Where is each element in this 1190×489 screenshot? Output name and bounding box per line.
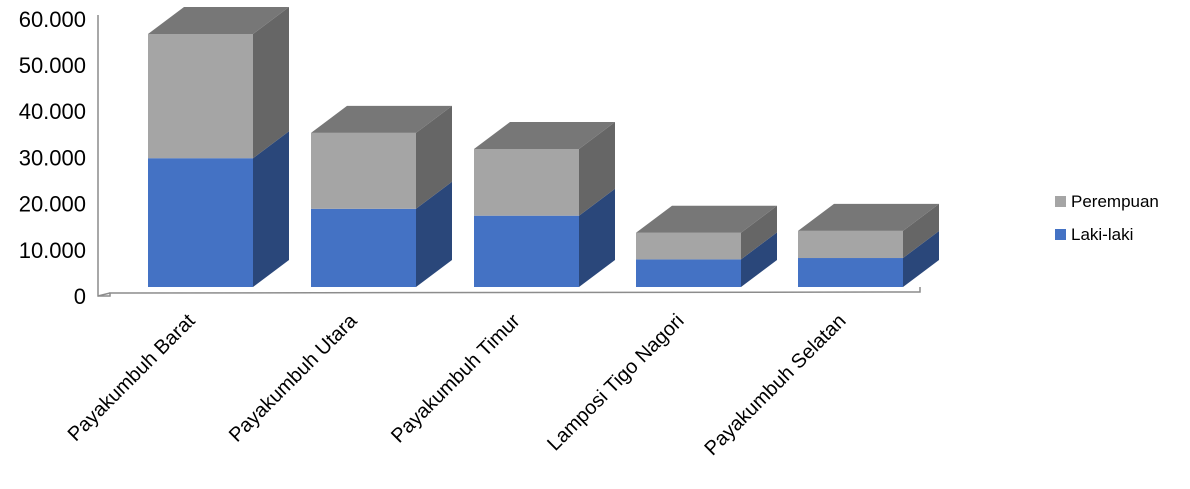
category-label: Lamposi Tigo Nagori	[543, 310, 688, 455]
bars	[148, 7, 939, 287]
bar-stack	[636, 205, 777, 287]
bar-segment-side	[579, 122, 615, 216]
bar-segment-front	[311, 132, 416, 209]
bar-segment-front	[148, 34, 253, 159]
category-label: Payakumbuh Barat	[64, 310, 200, 446]
category-label: Payakumbuh Timur	[387, 310, 525, 448]
y-tick-label: 40.000	[19, 99, 86, 124]
bar-stack	[311, 105, 452, 287]
bar-segment-front	[474, 149, 579, 216]
bar-segment-side	[253, 7, 289, 159]
y-tick-label: 0	[74, 284, 86, 309]
bar-top-face	[798, 203, 939, 231]
y-tick-labels: 0 10.000 20.000 30.000 40.000 50.000 60.000	[19, 7, 86, 309]
bar-segment-front	[474, 215, 579, 287]
bar-segment-side	[416, 105, 452, 209]
bar-stack	[148, 7, 289, 287]
legend-swatch	[1055, 229, 1066, 240]
y-tick-label: 30.000	[19, 145, 86, 170]
category-label: Payakumbuh Utara	[225, 309, 362, 446]
bar-segment-front	[148, 158, 253, 287]
bar-segment-front	[798, 230, 903, 259]
legend-label: Laki-laki	[1071, 225, 1133, 244]
legend-label: Perempuan	[1071, 192, 1159, 211]
bar-segment-side	[741, 232, 777, 287]
y-tick-label: 60.000	[19, 7, 86, 32]
axis-floor-edge	[97, 292, 111, 297]
bar-segment-front	[311, 208, 416, 287]
axes	[97, 15, 921, 297]
y-tick-label: 50.000	[19, 53, 86, 78]
legend: Perempuan Laki-laki	[1055, 192, 1159, 244]
axis-line	[97, 15, 921, 297]
category-label: Payakumbuh Selatan	[701, 310, 851, 460]
bar-stack	[798, 203, 939, 287]
bar-segment-front	[636, 232, 741, 260]
y-tick-label: 20.000	[19, 192, 86, 217]
bar-segment-side	[903, 203, 939, 259]
category-labels: Payakumbuh Barat Payakumbuh Utara Payakumb…	[64, 309, 851, 460]
bar-segment-side	[416, 181, 452, 287]
bar-top-face	[636, 205, 777, 233]
bar-stack	[474, 122, 615, 287]
bar-segment-side	[903, 231, 939, 287]
bar-segment-side	[579, 188, 615, 287]
bar-segment-front	[798, 258, 903, 287]
y-tick-label: 10.000	[19, 238, 86, 263]
bar-segment-side	[741, 205, 777, 260]
bar-top-face	[311, 105, 452, 133]
bar-top-face	[474, 122, 615, 149]
bar-segment-front	[636, 259, 741, 287]
legend-swatch	[1055, 196, 1066, 207]
bar-top-face	[148, 7, 289, 34]
bar-segment-side	[253, 131, 289, 287]
